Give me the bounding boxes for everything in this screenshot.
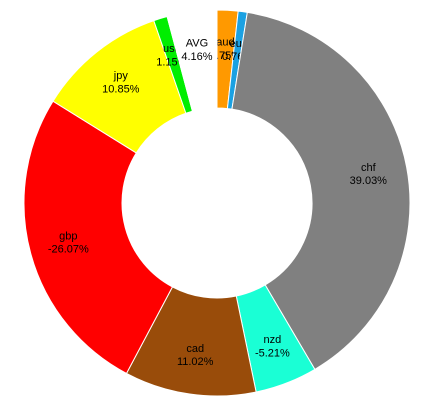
value-label: 39.03%	[350, 175, 388, 187]
slice-label: gbp -26.07%	[48, 230, 89, 255]
value-label: 4.16%	[181, 51, 212, 63]
category-label: gbp	[59, 230, 77, 242]
slice-label: jpy 10.85%	[102, 70, 140, 95]
category-label: jpy	[113, 70, 129, 82]
donut-slice	[23, 100, 174, 375]
donut-slice	[166, 9, 218, 112]
category-label: aud	[216, 37, 234, 49]
category-label: nzd	[264, 334, 282, 346]
value-label: 10.85%	[102, 83, 140, 95]
category-label: cad	[186, 343, 204, 355]
slice-label: AVG 4.16%	[181, 38, 212, 63]
slice-label: nzd -5.21%	[255, 334, 290, 359]
value-label: -26.07%	[48, 244, 89, 256]
category-label: AVG	[186, 38, 208, 50]
category-label: chf	[361, 162, 377, 174]
value-label: 11.02%	[177, 356, 214, 368]
donut-slice	[231, 11, 411, 371]
slice-label: cad 11.02%	[177, 343, 214, 368]
slice-label: chf 39.03%	[350, 162, 388, 187]
value-label: -5.21%	[255, 347, 290, 359]
